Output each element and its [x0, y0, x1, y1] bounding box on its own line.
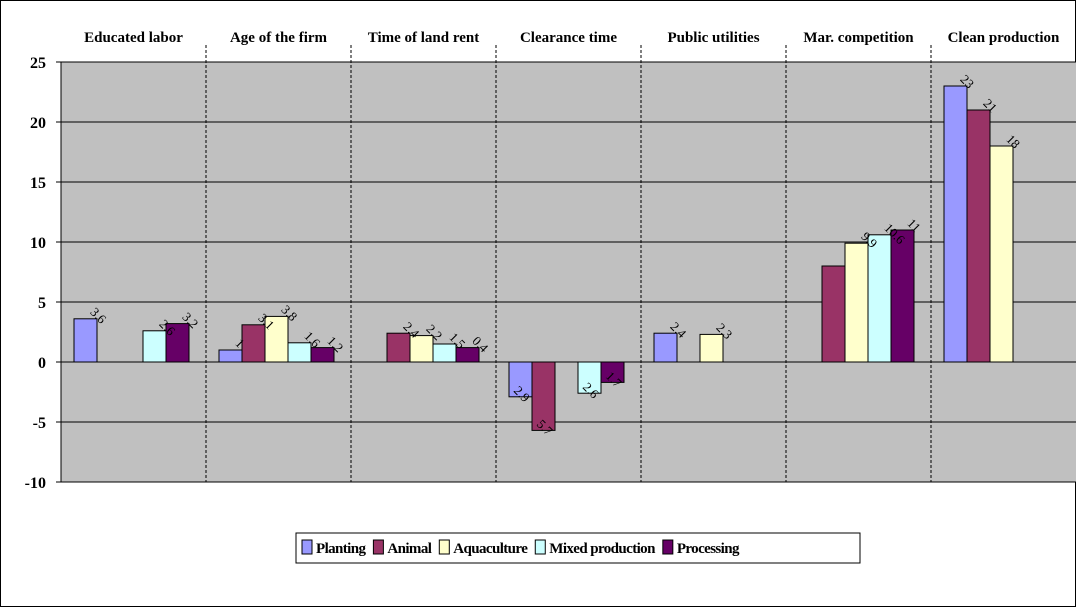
legend-swatch — [662, 539, 674, 555]
bar — [867, 234, 892, 363]
bar — [966, 109, 991, 363]
legend-label: Planting — [316, 541, 366, 557]
bar — [142, 330, 167, 363]
bar — [653, 332, 678, 363]
category-label: Age of the firm — [230, 30, 328, 46]
bar — [432, 343, 457, 363]
bar — [287, 342, 312, 363]
bar — [943, 85, 968, 363]
y-tick-label: -10 — [25, 475, 46, 492]
category-label: Educated labor — [84, 30, 183, 46]
legend-swatch — [534, 539, 546, 555]
bar — [821, 265, 846, 363]
y-axis: 25 20 15 10 5 0 -5 -10 — [25, 55, 1076, 492]
bar — [844, 242, 869, 363]
category-label: Mar. competition — [803, 30, 914, 46]
y-tick-label: 20 — [30, 115, 46, 132]
y-tick-label: 15 — [30, 175, 46, 192]
legend: Planting Animal Aquaculture Mixed productio… — [295, 532, 861, 564]
legend-box — [295, 532, 861, 564]
legend-swatch — [372, 539, 384, 555]
bar — [218, 349, 243, 363]
bar — [699, 333, 724, 363]
legend-swatch — [438, 539, 450, 555]
category-labels: Educated labor Age of the firm Time of lan… — [84, 30, 1060, 46]
y-tick-label: 5 — [38, 295, 46, 312]
bar — [989, 145, 1014, 363]
y-tick-label: 10 — [30, 235, 46, 252]
category-label: Time of land rent — [368, 30, 480, 46]
legend-label: Mixed production — [549, 541, 656, 557]
legend-label: Processing — [677, 541, 740, 557]
bar — [73, 318, 98, 363]
category-label: Clearance time — [520, 30, 617, 46]
category-label: Public utilities — [667, 30, 759, 46]
category-label: Clean production — [948, 30, 1060, 46]
y-tick-label: 0 — [38, 355, 46, 372]
legend-label: Animal — [387, 541, 431, 557]
legend-swatch — [301, 539, 313, 555]
bar — [890, 229, 915, 363]
legend-label: Aquaculture — [453, 541, 528, 557]
bar — [386, 332, 411, 363]
category-dividers — [205, 45, 932, 482]
y-tick-label: -5 — [33, 415, 46, 432]
bar — [409, 335, 434, 363]
y-tick-label: 25 — [30, 55, 46, 72]
bar — [241, 324, 266, 363]
plot-area — [61, 62, 1076, 482]
